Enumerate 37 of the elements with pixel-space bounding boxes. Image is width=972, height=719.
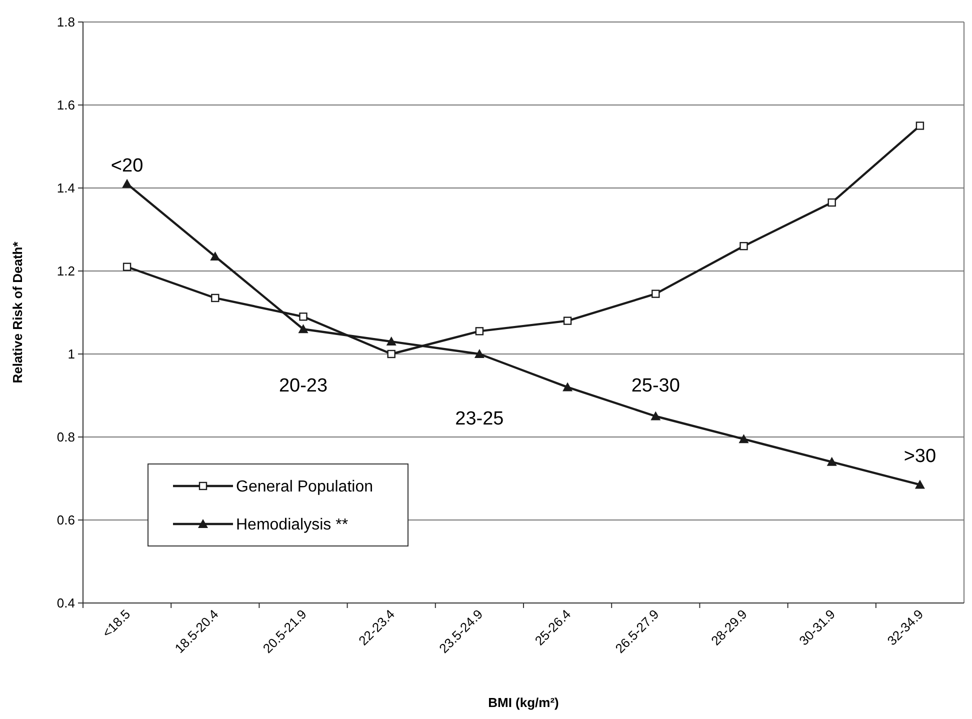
point (387, 350, 396, 358)
point (652, 290, 660, 298)
y-tick-label: 1.8 (56, 14, 75, 30)
point (475, 327, 484, 336)
y-tick-label: 1.4 (56, 180, 75, 196)
annotation: 25-30 (631, 375, 680, 396)
point (650, 411, 661, 420)
point (474, 349, 484, 358)
point (826, 456, 837, 466)
point (740, 242, 748, 250)
point (299, 312, 308, 321)
point (562, 382, 573, 392)
y-tick-label: 0.6 (56, 512, 75, 528)
y-tick-label: 1.2 (56, 264, 75, 279)
point (738, 434, 749, 444)
point (210, 251, 220, 260)
point (563, 316, 572, 325)
annotation: 20-23 (278, 375, 328, 396)
point (386, 336, 396, 346)
y-tick-label: 1 (68, 346, 75, 362)
point (122, 178, 132, 188)
annotation: >30 (904, 446, 936, 467)
annotation: 23-25 (455, 408, 504, 430)
point (914, 480, 925, 489)
point (298, 324, 308, 334)
y-axis-title: Relative Risk of Death* (10, 240, 25, 384)
point (211, 294, 220, 302)
annotation: <20 (110, 155, 144, 176)
legend-label: General Population (236, 478, 373, 496)
y-tick-label: 0.8 (56, 430, 75, 445)
point (916, 122, 924, 130)
y-tick-label: 1.6 (56, 98, 75, 113)
point (122, 262, 132, 271)
x-axis-title: BMI (kg/m²) (488, 695, 559, 710)
y-tick-label: 0.4 (56, 596, 75, 611)
legend-label: Hemodialysis ** (236, 516, 348, 534)
point (828, 198, 836, 207)
